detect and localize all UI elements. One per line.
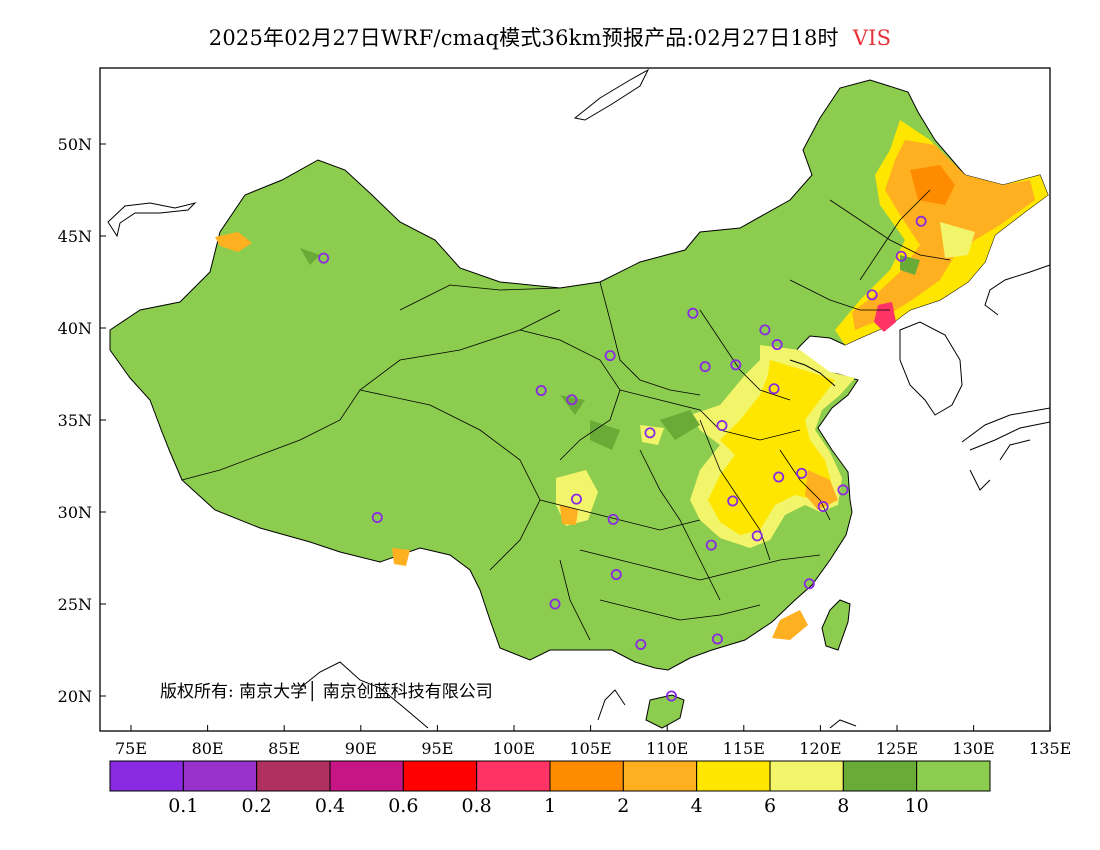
station-marker-jinan bbox=[768, 383, 780, 395]
colorbar-swatch bbox=[842, 760, 918, 792]
china-outline bbox=[109, 79, 1049, 671]
haze-shading bbox=[215, 120, 1048, 640]
station-marker-urumqi bbox=[318, 252, 330, 264]
city-stations bbox=[318, 215, 927, 702]
station-marker-taiyuan bbox=[699, 361, 711, 373]
station-marker-chengdu bbox=[570, 493, 582, 505]
colorbar-label: 2 bbox=[617, 795, 629, 817]
map-title: 2025年02月27日WRF/cmaq模式36km预报产品:02月27日18时 V… bbox=[0, 22, 1100, 52]
station-marker-kunming bbox=[549, 598, 561, 610]
colorbar-swatch bbox=[916, 760, 991, 792]
lon-tick-label: 90E bbox=[345, 739, 377, 758]
station-marker-lanzhou bbox=[566, 394, 578, 406]
colorbar-label: 8 bbox=[837, 795, 849, 817]
lon-tick-label: 115E bbox=[723, 739, 765, 758]
colorbar bbox=[109, 760, 991, 792]
colorbar-label: 1 bbox=[544, 795, 556, 817]
neighbor-coastlines bbox=[107, 68, 1051, 729]
colorbar-swatch bbox=[329, 760, 404, 792]
colorbar-swatch bbox=[256, 760, 331, 792]
station-marker-nanchang bbox=[751, 530, 763, 542]
station-marker-shijiazhuang bbox=[730, 359, 742, 371]
title-variable: VIS bbox=[852, 26, 892, 50]
station-marker-lhasa bbox=[371, 512, 383, 524]
station-marker-xining bbox=[535, 385, 547, 397]
colorbar-label: 10 bbox=[905, 795, 929, 817]
colorbar-label: 4 bbox=[691, 795, 703, 817]
colorbar-swatch bbox=[696, 760, 771, 792]
hainan-island bbox=[645, 694, 685, 729]
colorbar-swatch bbox=[622, 760, 698, 792]
station-marker-zhengzhou bbox=[716, 420, 728, 432]
station-marker-yinchuan bbox=[604, 350, 616, 362]
colorbar-swatch bbox=[402, 760, 478, 792]
lon-tick-label: 105E bbox=[569, 739, 611, 758]
lon-tick-label: 125E bbox=[876, 739, 918, 758]
lon-tick-label: 130E bbox=[952, 739, 994, 758]
station-marker-chongqing bbox=[607, 513, 619, 525]
station-marker-beijing bbox=[759, 324, 771, 336]
china-landmass bbox=[109, 79, 1049, 729]
station-marker-tianjin bbox=[771, 339, 783, 351]
station-marker-xian bbox=[644, 427, 656, 439]
colorbar-swatch bbox=[109, 760, 184, 792]
colorbar-labels: 0.1 0.2 0.4 0.6 0.8 1 2 4 6 8 10 bbox=[168, 795, 929, 817]
station-marker-nanning bbox=[635, 638, 647, 650]
lat-tick-label: 30N bbox=[58, 503, 92, 522]
colorbar-swatch bbox=[769, 760, 844, 792]
lon-tick-label: 110E bbox=[646, 739, 688, 758]
lat-tick-label: 45N bbox=[58, 227, 92, 246]
lat-tick-label: 20N bbox=[58, 687, 92, 706]
lon-tick-label: 135E bbox=[1029, 739, 1071, 758]
lat-tick-label: 25N bbox=[58, 595, 92, 614]
lat-tick-label: 50N bbox=[58, 135, 92, 154]
station-marker-hangzhou bbox=[817, 500, 829, 512]
colorbar-label: 0.6 bbox=[388, 795, 418, 817]
station-marker-shanghai bbox=[837, 484, 849, 496]
lat-tick-label: 35N bbox=[58, 411, 92, 430]
map-frame bbox=[99, 67, 1051, 732]
lon-tick-label: 75E bbox=[115, 739, 147, 758]
colorbar-swatch bbox=[476, 760, 551, 792]
colorbar-swatch bbox=[182, 760, 258, 792]
station-marker-shenyang bbox=[866, 289, 878, 301]
colorbar-label: 6 bbox=[764, 795, 776, 817]
station-marker-harbin bbox=[915, 215, 927, 227]
title-text: 2025年02月27日WRF/cmaq模式36km预报产品:02月27日18时 bbox=[208, 26, 839, 50]
lon-tick-label: 85E bbox=[268, 739, 300, 758]
longitude-axis: 75E 80E 85E 90E 95E 100E 105E 110E 115E 120E 125E 1… bbox=[115, 725, 1071, 758]
colorbar-label: 0.8 bbox=[462, 795, 492, 817]
lon-tick-label: 80E bbox=[192, 739, 224, 758]
colorbar-swatch bbox=[549, 760, 624, 792]
latitude-axis: 50N 45N 40N 35N 30N 25N 20N bbox=[58, 135, 106, 706]
copyright-text: 版权所有: 南京大学│ 南京创蓝科技有限公司 bbox=[160, 681, 493, 702]
station-marker-changchun bbox=[895, 250, 907, 262]
lon-tick-label: 100E bbox=[493, 739, 535, 758]
station-marker-guangzhou bbox=[711, 633, 723, 645]
lon-tick-label: 95E bbox=[421, 739, 453, 758]
station-marker-haikou bbox=[665, 690, 677, 702]
colorbar-label: 0.1 bbox=[168, 795, 198, 817]
lon-tick-label: 120E bbox=[799, 739, 841, 758]
taiwan-island bbox=[821, 599, 851, 651]
station-marker-wuhan bbox=[727, 495, 739, 507]
station-marker-nanjing bbox=[796, 467, 808, 479]
province-borders bbox=[181, 189, 951, 641]
station-marker-fuzhou bbox=[803, 578, 815, 590]
station-marker-hohhot bbox=[687, 307, 699, 319]
station-marker-guiyang bbox=[610, 569, 622, 581]
station-marker-changsha bbox=[705, 539, 717, 551]
colorbar-label: 0.2 bbox=[242, 795, 272, 817]
station-marker-hefei bbox=[773, 471, 785, 483]
colorbar-label: 0.4 bbox=[315, 795, 345, 817]
lat-tick-label: 40N bbox=[58, 319, 92, 338]
